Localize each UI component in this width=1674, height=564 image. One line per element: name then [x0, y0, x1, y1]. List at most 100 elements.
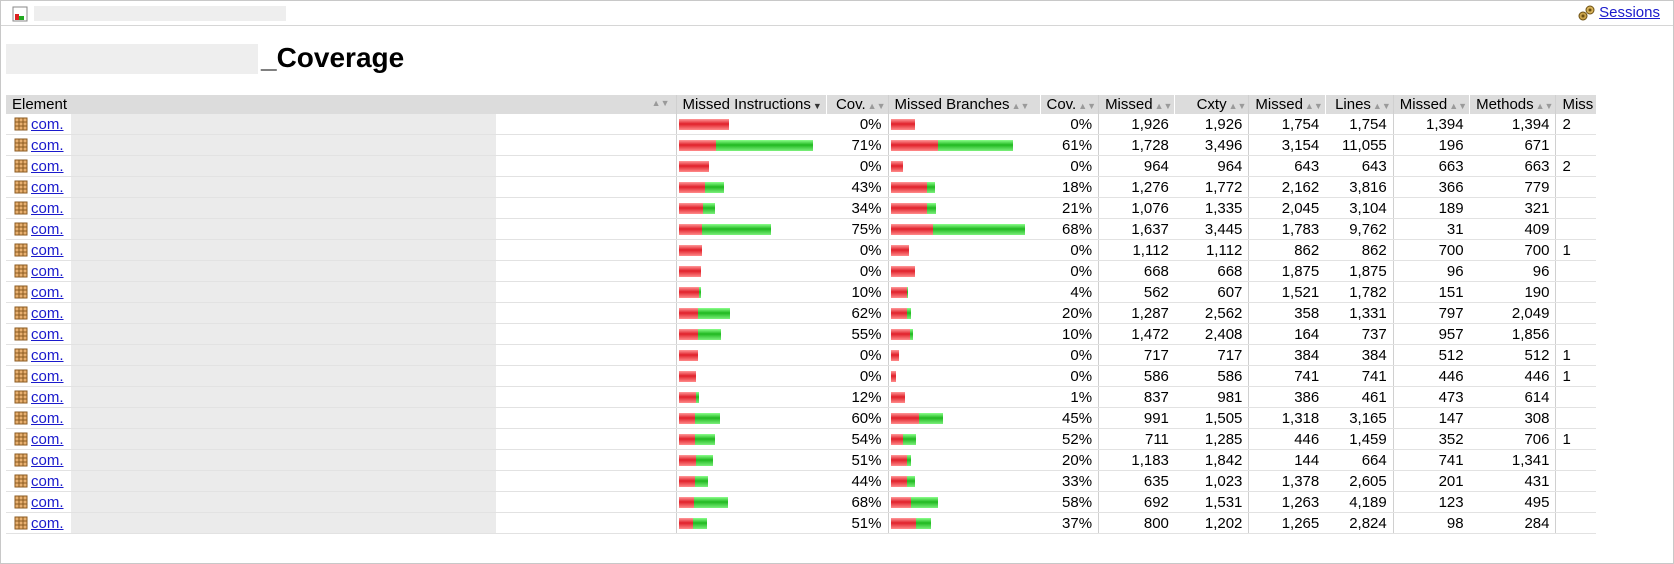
package-link[interactable]: com. [31, 283, 64, 301]
package-icon [14, 348, 28, 361]
covered-branches-bar [937, 140, 1013, 152]
header-missed-classes[interactable]: Miss [1555, 95, 1596, 114]
package-link[interactable]: com. [31, 346, 64, 364]
missed-classes [1555, 281, 1596, 303]
branches-bar [890, 224, 1025, 236]
branches-bar-cell [887, 155, 1040, 177]
instructions-bar [678, 308, 730, 320]
package-link[interactable]: com. [31, 157, 64, 175]
methods: 96 [1469, 260, 1556, 282]
package-link[interactable]: com. [31, 262, 64, 280]
lines: 2,605 [1325, 470, 1394, 492]
sort-desc-icon: ▼ [812, 101, 822, 111]
package-name-redacted [71, 471, 496, 491]
package-icon [14, 432, 28, 445]
package-link[interactable]: com. [31, 325, 64, 343]
package-link[interactable]: com. [31, 409, 64, 427]
covered-branches-bar [910, 497, 938, 509]
cxty: 1,023 [1174, 470, 1249, 492]
package-link[interactable]: com. [31, 514, 64, 532]
branches-bar-cell [887, 470, 1040, 492]
package-link[interactable]: com. [31, 388, 64, 406]
missed-methods: 797 [1392, 302, 1470, 324]
missed-lines: 1,754 [1248, 114, 1326, 135]
header-missed-methods[interactable]: Missed ▲▼ [1392, 95, 1470, 114]
methods: 706 [1469, 428, 1556, 450]
element-cell: com. [6, 155, 676, 177]
branches-bar-cell [887, 281, 1040, 303]
header-missed-instructions[interactable]: Missed Instructions ▼ [675, 95, 826, 114]
header-cov-instructions[interactable]: Cov. ▲▼ [825, 95, 888, 114]
missed-instructions-bar [678, 224, 702, 236]
branches-coverage: 20% [1040, 449, 1099, 471]
covered-instructions-bar [695, 455, 713, 467]
missed-lines: 1,521 [1248, 281, 1326, 303]
sort-icon: ▲▼ [1372, 101, 1391, 111]
package-link[interactable]: com. [31, 472, 64, 490]
branches-bar [890, 413, 943, 425]
missed-instructions-bar [678, 245, 702, 257]
element-cell: com. [6, 428, 676, 450]
branches-bar [890, 140, 1013, 152]
table-row: com. 60% 45% 991 1,505 1,318 3,165 147 308 [6, 407, 1596, 429]
package-link[interactable]: com. [31, 304, 64, 322]
package-link[interactable]: com. [31, 367, 64, 385]
instructions-bar-cell [675, 176, 826, 198]
lines: 3,104 [1325, 197, 1394, 219]
header-missed-lines[interactable]: Missed ▲▼ [1248, 95, 1326, 114]
methods: 190 [1469, 281, 1556, 303]
element-cell: com. [6, 260, 676, 282]
page-title: _Coverage [261, 42, 405, 73]
instructions-bar [678, 182, 724, 194]
header-cxty[interactable]: Cxty ▲▼ [1174, 95, 1249, 114]
branches-bar [890, 287, 908, 299]
cxty: 607 [1174, 281, 1249, 303]
lines: 3,816 [1325, 176, 1394, 198]
table-row: com. 34% 21% 1,076 1,335 2,045 3,104 189 321 [6, 197, 1596, 219]
cxty: 586 [1174, 365, 1249, 387]
table-row: com. 0% 0% 964 964 643 643 663 663 2 [6, 155, 1596, 177]
header-element[interactable]: Element ▲▼ [6, 95, 676, 114]
branches-bar-cell [887, 176, 1040, 198]
package-link[interactable]: com. [31, 115, 64, 133]
package-name-redacted [71, 261, 496, 281]
methods: 1,394 [1469, 114, 1556, 135]
instructions-coverage: 0% [826, 260, 888, 282]
instructions-coverage: 51% [826, 449, 888, 471]
package-link[interactable]: com. [31, 220, 64, 238]
table-row: com. 54% 52% 711 1,285 446 1,459 352 706 1 [6, 428, 1596, 450]
package-link[interactable]: com. [31, 199, 64, 217]
covered-instructions-bar [694, 476, 708, 488]
methods: 779 [1469, 176, 1556, 198]
covered-instructions-bar [695, 392, 699, 404]
package-link[interactable]: com. [31, 178, 64, 196]
missed-instructions-bar [678, 329, 698, 341]
package-icon [14, 411, 28, 424]
package-name-redacted [71, 156, 496, 176]
package-link[interactable]: com. [31, 451, 64, 469]
sort-icon: ▲▼ [1011, 101, 1030, 111]
element-cell: com. [6, 281, 676, 303]
package-icon [14, 264, 28, 277]
missed-branches-bar [890, 203, 927, 215]
header-methods[interactable]: Methods ▲▼ [1469, 95, 1556, 114]
missed-lines: 862 [1248, 239, 1326, 261]
header-lines[interactable]: Lines ▲▼ [1324, 95, 1394, 114]
package-link[interactable]: com. [31, 136, 64, 154]
header-cov-branches[interactable]: Cov. ▲▼ [1039, 95, 1099, 114]
branches-bar [890, 161, 903, 173]
covered-branches-bar [926, 182, 935, 194]
cxty: 3,445 [1174, 218, 1249, 240]
header-missed-cxty[interactable]: Missed ▲▼ [1098, 95, 1175, 114]
missed-cxty: 635 [1098, 470, 1175, 492]
package-link[interactable]: com. [31, 430, 64, 448]
sessions-link[interactable]: Sessions [1599, 4, 1660, 21]
cxty: 3,496 [1174, 134, 1249, 156]
package-link[interactable]: com. [31, 493, 64, 511]
lines: 664 [1325, 449, 1394, 471]
package-name-redacted [71, 345, 496, 365]
instructions-bar-cell [675, 449, 826, 471]
coverage-table: Element ▲▼ Missed Instructions ▼ Cov. ▲▼ Mi… [6, 95, 1596, 534]
package-link[interactable]: com. [31, 241, 64, 259]
header-missed-branches[interactable]: Missed Branches ▲▼ [887, 95, 1040, 114]
